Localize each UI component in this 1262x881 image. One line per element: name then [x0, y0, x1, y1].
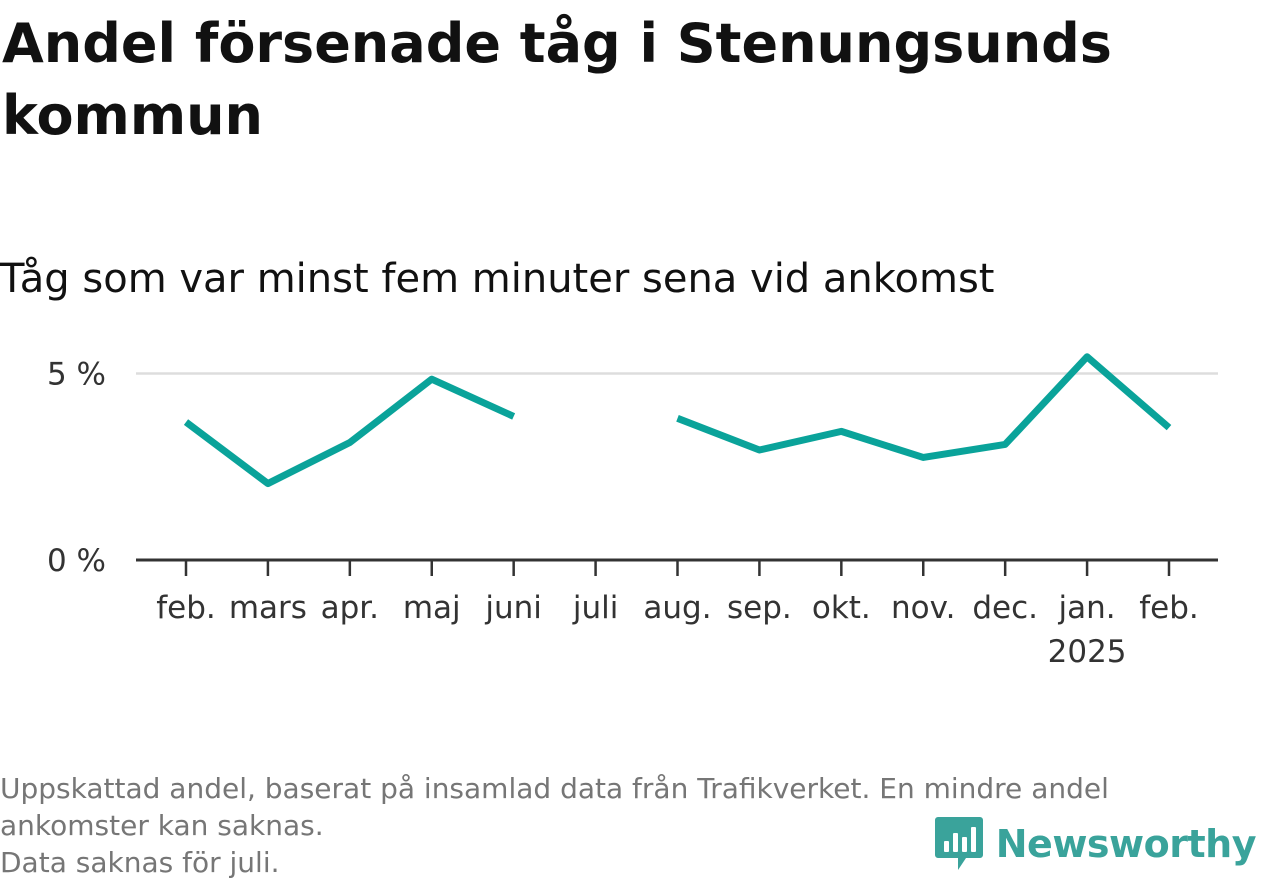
x-axis-labels: feb. mars apr. maj juni juli aug. sep. okt. nov. d…: [156, 590, 1199, 670]
x-tick-label: sep.: [727, 590, 792, 626]
y-tick-label: 5 %: [47, 357, 106, 393]
x-tick-label: nov.: [891, 590, 955, 626]
newsworthy-logo-icon: [934, 817, 983, 870]
brand-name: Newsworthy: [995, 822, 1257, 866]
chart-title: Andel försenade tåg i Stenungsunds kommu…: [2, 12, 1112, 147]
series-line-segment: [676, 353, 1172, 461]
x-tick-label: dec.: [972, 590, 1038, 626]
y-tick-label: 0 %: [47, 543, 106, 579]
x-tick-sublabel: 2025: [1048, 634, 1127, 670]
x-tick-label: apr.: [321, 590, 379, 626]
x-tick-label: juli: [572, 590, 619, 626]
line-chart: 0 % 5 % feb. mars apr. maj juni juli aug. sep. ok…: [47, 353, 1218, 670]
x-tick-label: aug.: [643, 590, 711, 626]
brand-logo: Newsworthy: [934, 815, 1257, 873]
x-tick-label: jan.: [1058, 590, 1116, 626]
x-tick-label: maj: [403, 590, 461, 626]
x-tick-label: juni: [484, 590, 542, 626]
series-line-segment: [183, 375, 516, 488]
x-tick-label: mars: [229, 590, 307, 626]
x-axis: [136, 558, 1218, 576]
x-tick-label: okt.: [812, 590, 871, 626]
x-tick-label: feb.: [1139, 590, 1199, 626]
x-tick-label: feb.: [156, 590, 216, 626]
footnote-source: Uppskattad andel, baserat på insamlad da…: [0, 772, 1109, 842]
footnote: Uppskattad andel, baserat på insamlad da…: [0, 770, 1245, 881]
y-axis-labels: 0 % 5 %: [47, 357, 106, 579]
footnote-missing-data: Data saknas för juli.: [0, 846, 280, 879]
chart-subtitle: Tåg som var minst fem minuter sena vid a…: [0, 256, 995, 302]
series-lines: [183, 353, 1172, 488]
